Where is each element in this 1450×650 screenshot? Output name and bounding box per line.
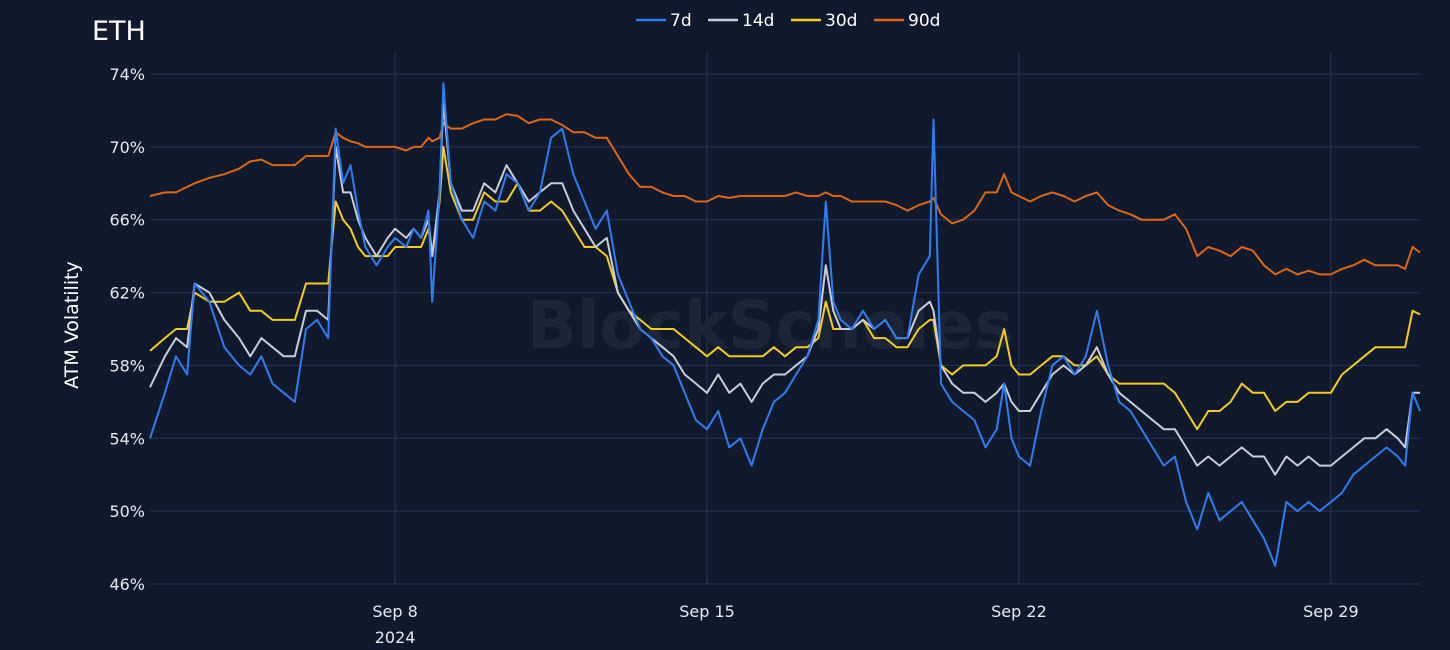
grid-layer	[150, 52, 1420, 585]
series-layer	[149, 82, 1421, 567]
y-tick-label: 50%	[109, 502, 145, 521]
y-axis-label: ATM Volatility	[61, 261, 83, 389]
y-tick-label: 66%	[109, 211, 145, 230]
legend-item-30d[interactable]: 30d	[791, 11, 857, 31]
y-tick-label: 74%	[109, 65, 145, 84]
x-tick-label: Sep 15	[679, 602, 735, 621]
x-tick-label: Sep 22	[991, 602, 1047, 621]
series-line-7d	[149, 82, 1421, 567]
series-line-14d	[149, 100, 1420, 476]
y-axis-ticks: 46% 50% 54% 58% 62% 66% 70% 74%	[109, 65, 145, 594]
x-tick-label: Sep 29	[1303, 602, 1359, 621]
legend-label: 7d	[670, 11, 692, 31]
legend-label: 30d	[825, 11, 857, 31]
y-tick-label: 70%	[109, 138, 145, 157]
y-tick-label: 58%	[109, 356, 145, 375]
legend-item-7d[interactable]: 7d	[636, 11, 692, 31]
chart-title: ETH	[92, 16, 146, 47]
x-tick-label: Sep 8	[372, 602, 417, 621]
legend-item-90d[interactable]: 90d	[874, 11, 940, 31]
x-axis-ticks: Sep 8 2024 Sep 15 Sep 22 Sep 29	[372, 602, 1358, 647]
legend-label: 14d	[742, 11, 774, 31]
series-line-90d	[149, 113, 1421, 276]
legend-item-14d[interactable]: 14d	[708, 11, 774, 31]
y-tick-label: 46%	[109, 575, 145, 594]
y-tick-label: 54%	[109, 429, 145, 448]
y-tick-label: 62%	[109, 284, 145, 303]
legend-label: 90d	[908, 11, 940, 31]
series-line-30d	[149, 145, 1421, 431]
legend: 7d 14d 30d 90d	[636, 11, 940, 31]
x-tick-year-label: 2024	[375, 628, 416, 647]
